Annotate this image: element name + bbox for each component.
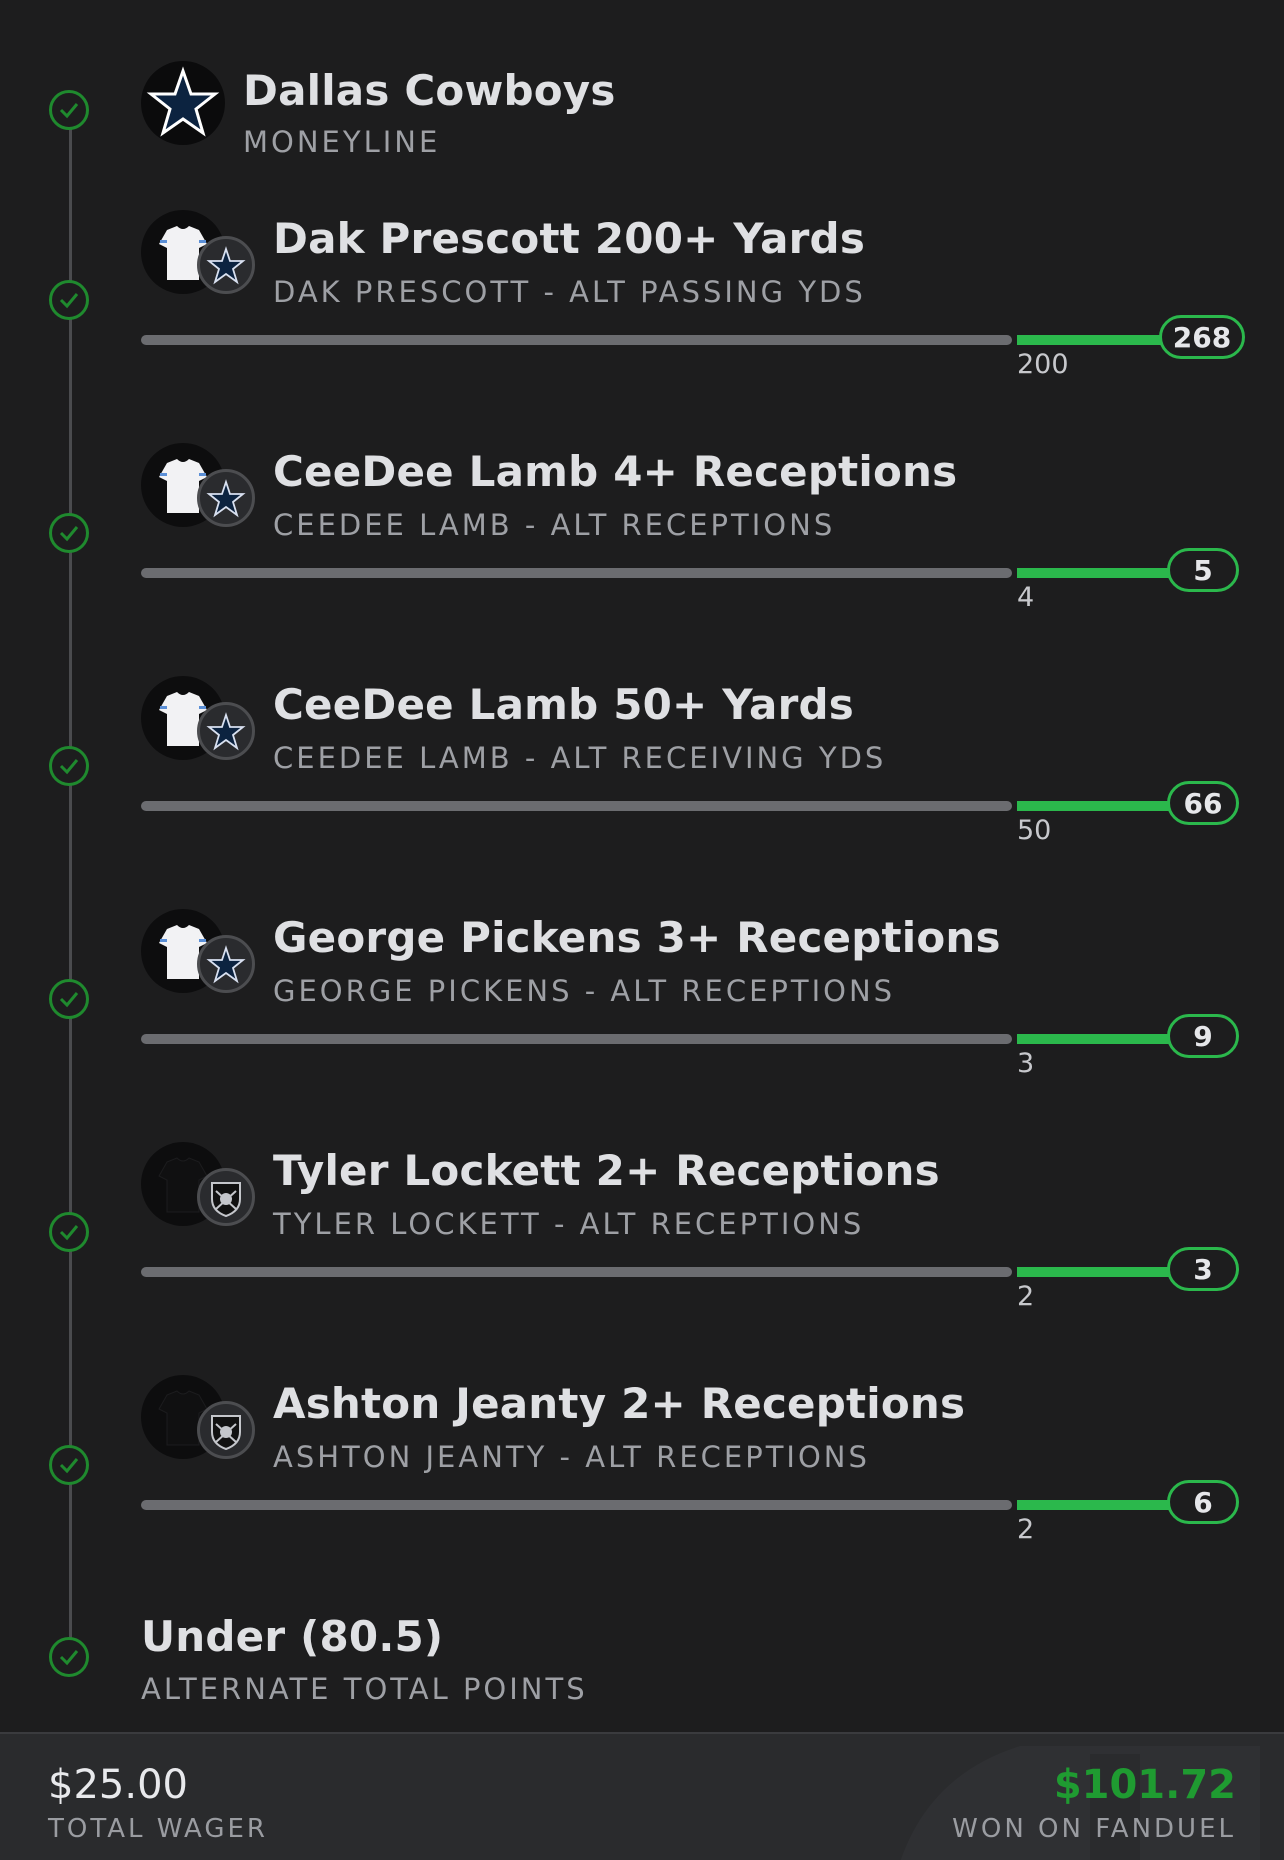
progress-track	[141, 568, 1012, 578]
leg-title: CeeDee Lamb 4+ Receptions	[273, 447, 958, 496]
check-circle-icon	[49, 1445, 89, 1485]
player-headshot	[141, 443, 259, 533]
player-headshot	[141, 210, 259, 300]
progress-track	[141, 801, 1012, 811]
check-circle-icon	[49, 746, 89, 786]
leg-subtitle: CEEDEE LAMB - ALT RECEIVING YDS	[273, 741, 887, 775]
leg-subtitle: ASHTON JEANTY - ALT RECEPTIONS	[273, 1440, 870, 1474]
total-wager-amount: $25.00	[48, 1762, 188, 1808]
leg-title: Dallas Cowboys	[243, 66, 616, 115]
progress-track	[141, 1034, 1012, 1044]
progress-fill-over-line	[1017, 801, 1187, 811]
threshold-label: 50	[1017, 815, 1052, 846]
leg-title: Ashton Jeanty 2+ Receptions	[273, 1379, 966, 1428]
result-pill: 66	[1167, 781, 1239, 825]
progress-track	[141, 1267, 1012, 1277]
won-amount: $101.72	[1053, 1762, 1236, 1808]
leg-subtitle: GEORGE PICKENS - ALT RECEPTIONS	[273, 974, 896, 1008]
leg-subtitle: DAK PRESCOTT - ALT PASSING YDS	[273, 275, 866, 309]
leg-title: Under (80.5)	[141, 1612, 444, 1661]
leg-subtitle: MONEYLINE	[243, 125, 441, 159]
result-pill: 268	[1159, 315, 1245, 359]
won-label: WON ON FANDUEL	[952, 1814, 1236, 1844]
leg-subtitle: ALTERNATE TOTAL POINTS	[141, 1672, 588, 1706]
leg-title: CeeDee Lamb 50+ Yards	[273, 680, 854, 729]
leg-title: Dak Prescott 200+ Yards	[273, 214, 866, 263]
threshold-label: 2	[1017, 1281, 1035, 1312]
result-pill: 5	[1167, 548, 1239, 592]
result-pill: 9	[1167, 1014, 1239, 1058]
result-pill: 3	[1167, 1247, 1239, 1291]
cowboys-star-icon	[197, 469, 255, 527]
check-circle-icon	[49, 1637, 89, 1677]
check-circle-icon	[49, 1212, 89, 1252]
leg-subtitle: CEEDEE LAMB - ALT RECEPTIONS	[273, 508, 836, 542]
raiders-shield-icon	[197, 1168, 255, 1226]
progress-track	[141, 1500, 1012, 1510]
cowboys-star-icon	[141, 61, 225, 145]
player-headshot	[141, 909, 259, 999]
check-circle-icon	[49, 280, 89, 320]
bet-summary-footer: $25.00 TOTAL WAGER $101.72 WON ON FANDUE…	[0, 1732, 1284, 1860]
cowboys-star-icon	[197, 702, 255, 760]
progress-fill-over-line	[1017, 568, 1187, 578]
threshold-label: 3	[1017, 1048, 1035, 1079]
fanduel-shield-watermark-icon	[900, 1746, 1260, 1860]
threshold-label: 4	[1017, 582, 1035, 613]
timeline-line	[69, 110, 72, 1658]
progress-fill-over-line	[1017, 1267, 1187, 1277]
progress-fill-over-line	[1017, 1034, 1187, 1044]
leg-title: Tyler Lockett 2+ Receptions	[273, 1146, 940, 1195]
progress-fill-over-line	[1017, 1500, 1187, 1510]
raiders-shield-icon	[197, 1401, 255, 1459]
progress-track	[141, 335, 1012, 345]
leg-subtitle: TYLER LOCKETT - ALT RECEPTIONS	[273, 1207, 865, 1241]
threshold-label: 200	[1017, 349, 1069, 380]
player-headshot	[141, 1375, 259, 1465]
player-headshot	[141, 1142, 259, 1232]
progress-fill-over-line	[1017, 335, 1187, 345]
total-wager-label: TOTAL WAGER	[48, 1814, 269, 1844]
check-circle-icon	[49, 90, 89, 130]
cowboys-star-icon	[197, 935, 255, 993]
check-circle-icon	[49, 513, 89, 553]
cowboys-star-icon	[197, 236, 255, 294]
threshold-label: 2	[1017, 1514, 1035, 1545]
check-circle-icon	[49, 979, 89, 1019]
leg-title: George Pickens 3+ Receptions	[273, 913, 1001, 962]
player-headshot	[141, 676, 259, 766]
result-pill: 6	[1167, 1480, 1239, 1524]
